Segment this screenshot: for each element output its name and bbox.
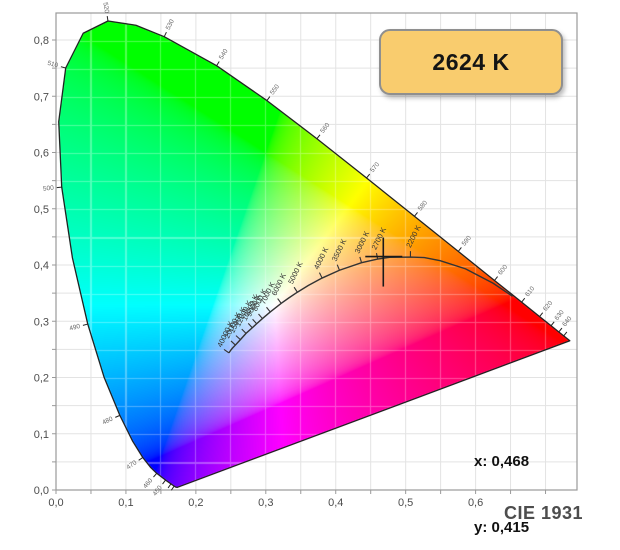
cct-tick [252,318,258,325]
readout-x-value: x: 0,468 [474,453,530,470]
wavelength-tick [56,186,62,189]
cct-label: 4000 K [312,246,331,271]
wavelength-label: 600 [497,263,509,276]
x-axis-tick-label: 0,4 [328,497,343,509]
wavelength-tick [170,485,175,491]
wavelength-tick [162,479,166,485]
planckian-locus-curve [228,256,513,354]
wavelength-tick [106,15,109,22]
wavelength-tick [266,96,271,101]
wavelength-label: 590 [461,234,473,247]
wavelength-tick [163,31,167,37]
wavelength-tick [316,134,321,140]
y-axis-tick-label: 0,7 [34,91,49,103]
cct-label: 2700 K [370,226,389,251]
cct-tick [258,313,263,319]
y-axis-tick-label: 0,8 [34,35,49,47]
wavelength-tick [115,414,121,418]
wavelength-tick [521,297,526,303]
cct-tick [235,335,241,341]
cct-label: 3500 K [330,237,349,262]
x-axis-tick-label: 0,5 [398,497,413,509]
cct-tick [318,272,323,279]
x-axis-tick-label: 0,3 [258,497,273,509]
cct-label: 2200 K [404,224,423,249]
wavelength-tick [82,323,88,326]
wavelength-label: 580 [417,199,429,212]
wavelength-tick [366,173,371,179]
wavelength-label: 460 [142,477,155,490]
wavelength-label: 560 [319,122,331,135]
wavelength-tick [563,331,568,337]
wavelength-tick [216,61,220,66]
cct-tick [247,322,253,329]
wavelength-label: 510 [47,60,60,70]
x-axis-tick-label: 0,6 [468,497,483,509]
diagram-title: CIE 1931 [504,503,584,523]
wavelength-tick [60,66,66,69]
readout-y-value: y: 0,415 [474,519,530,536]
y-axis-tick-label: 0,6 [34,148,49,160]
wavelength-label: 490 [69,323,82,333]
cct-tick [277,298,282,304]
wavelength-label: 520 [101,2,110,14]
spectral-locus-outline [58,20,571,488]
x-axis-tick-label: 0,1 [118,497,133,509]
y-axis-tick-label: 0,1 [34,429,49,441]
cct-tick [223,349,230,354]
cct-tick [230,340,236,346]
wavelength-tick [558,327,563,333]
wavelength-tick [153,472,158,478]
y-axis-tick-label: 0,0 [34,485,49,497]
cct-tick [241,328,247,334]
wavelength-label: 470 [125,459,138,471]
wavelength-tick [167,483,172,489]
wavelength-tick [414,212,418,217]
cct-tick [293,286,298,293]
wavelength-label: 620 [542,300,554,313]
wavelength-label: 450 [152,484,164,497]
y-axis-tick-label: 0,2 [34,373,49,385]
wavelength-tick [539,312,544,317]
wavelength-tick [550,321,555,327]
cct-tick [266,306,271,313]
wavelength-label: 570 [369,161,381,174]
x-axis-tick-label: 0,2 [188,497,203,509]
cct-badge-label: 2624 K [432,48,510,75]
cct-tick [336,264,340,271]
cct-badge: 2624 K [379,29,563,95]
wavelength-label: 640 [561,315,573,328]
cct-label: 3000 K [353,230,372,255]
wavelength-label: 610 [524,285,536,298]
y-axis-tick-label: 0,3 [34,316,49,328]
wavelength-label: 550 [269,83,281,96]
cct-tick [359,256,363,263]
cct-label: 5000 K [286,260,305,285]
wavelength-tick [494,276,498,281]
wavelength-label: 530 [165,18,176,31]
y-axis-tick-label: 0,5 [34,204,49,216]
wavelength-tick [457,247,462,252]
wavelength-label: 540 [218,48,230,61]
xy-readout: x: 0,468 y: 0,415 [474,407,529,550]
wavelength-label: 500 [43,185,55,193]
wavelength-tick [138,457,144,461]
y-axis-tick-label: 0,4 [34,260,49,272]
x-axis-tick-label: 0,0 [48,497,63,509]
wavelength-label: 480 [101,415,114,426]
